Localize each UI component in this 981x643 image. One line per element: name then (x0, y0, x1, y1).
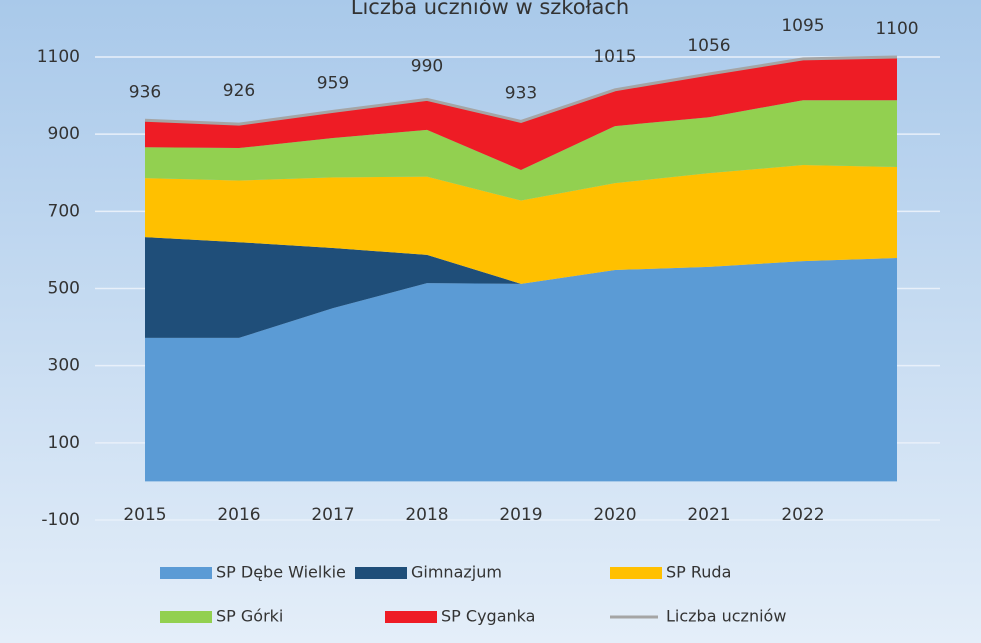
data-label: 933 (505, 83, 537, 103)
area (145, 165, 897, 284)
legend-swatch (160, 567, 212, 579)
y-tick-label: 300 (48, 356, 80, 376)
line (144, 55, 898, 126)
legend-label: SP Dębe Wielkie (216, 563, 346, 582)
legend-label: SP Górki (216, 607, 283, 626)
legend-label: Gimnazjum (411, 563, 502, 582)
x-tick-label: 2015 (123, 505, 166, 525)
x-tick-label: 2018 (405, 505, 448, 525)
x-tick-label: 2020 (593, 505, 636, 525)
legend-swatch (355, 567, 407, 579)
data-label: 990 (411, 56, 443, 76)
x-tick-label: 2016 (217, 505, 260, 525)
chart-title: Liczba uczniów w szkołach (351, 0, 629, 19)
legend-swatch (160, 611, 212, 623)
legend-label: SP Ruda (666, 563, 731, 582)
legend-swatch (610, 567, 662, 579)
legend-swatch (385, 611, 437, 623)
y-tick-label: 1100 (37, 47, 80, 67)
area (145, 100, 897, 201)
data-label: 926 (223, 81, 255, 101)
x-tick-label: 2021 (687, 505, 730, 525)
area (145, 237, 897, 338)
data-label: 1095 (781, 16, 824, 36)
area (145, 258, 897, 482)
legend-label: Liczba uczniów (666, 607, 786, 626)
x-tick-label: 2017 (311, 505, 354, 525)
y-tick-label: 100 (48, 433, 80, 453)
data-label: 1015 (593, 47, 636, 67)
data-label: 936 (129, 82, 161, 102)
x-tick-label: 2019 (499, 505, 542, 525)
data-label: 1056 (687, 36, 730, 56)
y-tick-label: 900 (48, 124, 80, 144)
y-tick-label: 700 (48, 201, 80, 221)
area (145, 57, 897, 171)
x-tick-label: 2022 (781, 505, 824, 525)
data-label: 1100 (875, 19, 918, 39)
legend-label: SP Cyganka (441, 607, 535, 626)
y-tick-label: -100 (41, 510, 80, 530)
y-tick-label: 500 (48, 279, 80, 299)
data-label: 959 (317, 73, 349, 93)
